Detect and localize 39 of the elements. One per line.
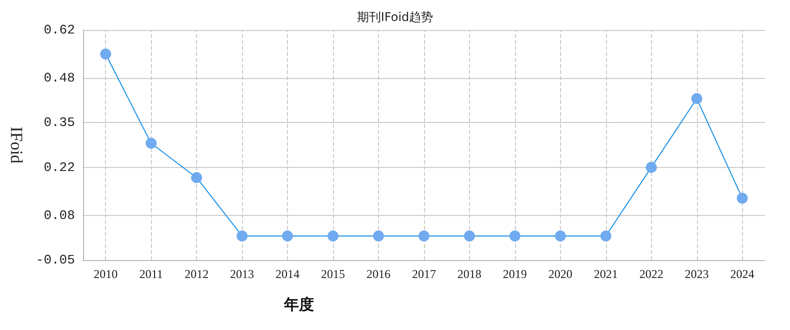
point — [509, 230, 520, 242]
y-tick-label: 0.62 — [44, 22, 75, 38]
x-tick-label: 2022 — [639, 267, 664, 281]
x-tick-label: 2021 — [594, 267, 618, 281]
point — [328, 230, 339, 242]
point — [646, 162, 657, 173]
x-tick-label: 2020 — [548, 267, 572, 281]
point — [600, 230, 612, 242]
point — [191, 172, 202, 184]
x-axis-title: 年度 — [283, 296, 314, 314]
x-tick-label: 2023 — [684, 267, 709, 281]
x-tick-label: 2016 — [366, 267, 390, 281]
y-tick-label: 0.22 — [44, 160, 75, 175]
point — [418, 230, 430, 242]
x-tick-label: 2010 — [94, 267, 118, 281]
x-tick-label: 2013 — [230, 267, 254, 281]
point — [372, 230, 384, 242]
point — [146, 138, 157, 149]
point — [236, 230, 248, 242]
x-tick-label: 2024 — [730, 267, 754, 281]
point — [691, 93, 702, 104]
point — [736, 192, 748, 204]
y-tick-label: 0.48 — [44, 70, 75, 86]
x-tick-label: 2012 — [184, 267, 209, 281]
x-tick-label: 2018 — [457, 267, 482, 281]
y-tick-label: 0.35 — [44, 115, 75, 130]
point — [100, 48, 112, 60]
chart-title: 期刊IFoid趋势 — [356, 10, 434, 24]
point — [464, 230, 475, 242]
x-tick-label: 2014 — [276, 267, 300, 281]
y-axis-title: IFoid — [7, 126, 26, 164]
x-tick-label: 2015 — [321, 267, 346, 281]
point — [282, 230, 294, 242]
y-tick-label: 0.08 — [44, 208, 75, 223]
x-tick-label: 2019 — [502, 267, 527, 281]
y-tick-label: -0.05 — [36, 252, 75, 268]
point — [554, 230, 566, 242]
x-tick-label: 2017 — [412, 267, 436, 281]
x-tick-label: 2011 — [139, 267, 163, 281]
